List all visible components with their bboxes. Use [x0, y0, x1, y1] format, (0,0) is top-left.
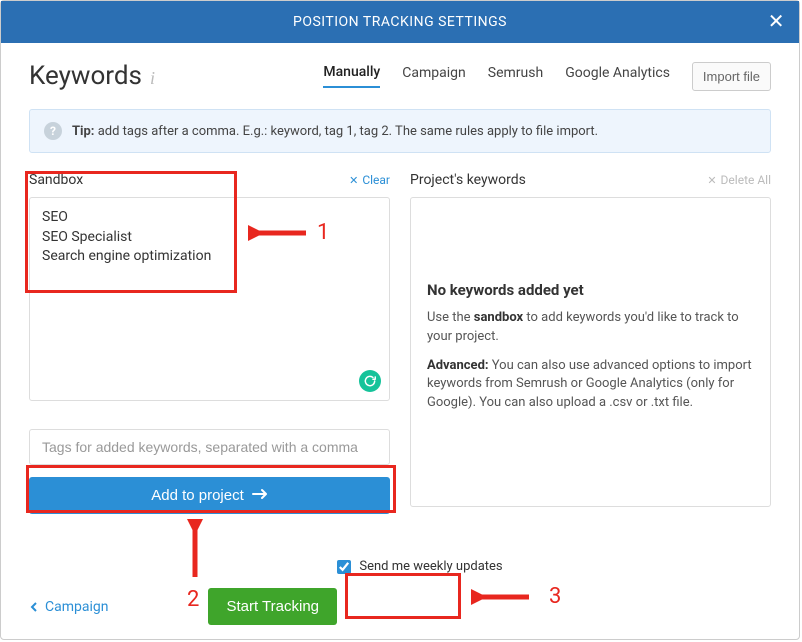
tip-body: add tags after a comma. E.g.: keyword, t…: [98, 124, 598, 139]
footer-row: Campaign Start Tracking: [29, 588, 771, 625]
modal-title: POSITION TRACKING SETTINGS: [293, 14, 507, 30]
info-icon[interactable]: i: [150, 68, 155, 89]
project-column: Project's keywords ✕ Delete All No keywo…: [410, 169, 771, 514]
weekly-label: Send me weekly updates: [359, 559, 502, 574]
project-title: Project's keywords: [410, 172, 526, 188]
top-row: Keywords i Manually Campaign Semrush Goo…: [29, 61, 771, 91]
tip-box: ? Tip: add tags after a comma. E.g.: key…: [29, 109, 771, 153]
clear-label: Clear: [362, 173, 390, 187]
sandbox-line: Search engine optimization: [42, 247, 377, 267]
add-to-project-button[interactable]: Add to project: [29, 477, 390, 514]
project-keywords-box: No keywords added yet Use the sandbox to…: [410, 197, 771, 507]
back-label: Campaign: [45, 599, 108, 615]
chevron-left-icon: [29, 602, 39, 612]
modal: POSITION TRACKING SETTINGS ✕ Keywords i …: [0, 0, 800, 640]
add-button-label: Add to project: [151, 487, 244, 504]
weekly-row: Send me weekly updates: [69, 559, 771, 574]
tip-text: Tip: add tags after a comma. E.g.: keywo…: [72, 124, 598, 139]
delete-all-label: Delete All: [721, 173, 771, 187]
close-icon[interactable]: ✕: [768, 9, 785, 33]
clear-x-icon: ✕: [349, 174, 358, 187]
sandbox-header: Sandbox ✕ Clear: [29, 169, 390, 191]
delete-all-link[interactable]: ✕ Delete All: [707, 173, 771, 187]
empty-line-2: Advanced: You can also use advanced opti…: [427, 357, 754, 414]
sandbox-column: Sandbox ✕ Clear SEO SEO Specialist Searc…: [29, 169, 390, 514]
tip-prefix: Tip:: [72, 124, 94, 139]
sandbox-title: Sandbox: [29, 172, 83, 188]
columns: Sandbox ✕ Clear SEO SEO Specialist Searc…: [29, 169, 771, 514]
delete-x-icon: ✕: [707, 174, 716, 187]
grammarly-icon[interactable]: [359, 370, 381, 392]
sandbox-line: SEO: [42, 208, 377, 228]
tags-input[interactable]: [29, 429, 390, 465]
tab-semrush[interactable]: Semrush: [488, 65, 543, 87]
tip-icon: ?: [44, 122, 62, 140]
tabs: Manually Campaign Semrush Google Analyti…: [323, 62, 771, 91]
start-tracking-button[interactable]: Start Tracking: [208, 588, 337, 625]
page-title: Keywords: [29, 61, 142, 91]
modal-header: POSITION TRACKING SETTINGS ✕: [1, 1, 799, 43]
tab-campaign[interactable]: Campaign: [402, 65, 465, 87]
sandbox-line: SEO Specialist: [42, 228, 377, 248]
empty-line-1: Use the sandbox to add keywords you'd li…: [427, 309, 754, 347]
project-header: Project's keywords ✕ Delete All: [410, 169, 771, 191]
clear-link[interactable]: ✕ Clear: [349, 173, 390, 187]
tab-google-analytics[interactable]: Google Analytics: [565, 65, 670, 87]
import-file-button[interactable]: Import file: [692, 62, 771, 91]
weekly-checkbox[interactable]: [337, 560, 351, 574]
back-link[interactable]: Campaign: [29, 599, 108, 615]
title-wrap: Keywords i: [29, 61, 155, 91]
modal-body: Keywords i Manually Campaign Semrush Goo…: [1, 43, 799, 528]
empty-title: No keywords added yet: [427, 281, 754, 299]
arrow-right-icon: [252, 487, 268, 504]
sandbox-textarea[interactable]: SEO SEO Specialist Search engine optimiz…: [29, 197, 390, 401]
footer: Send me weekly updates Campaign Start Tr…: [29, 559, 771, 625]
tab-manually[interactable]: Manually: [323, 64, 380, 88]
